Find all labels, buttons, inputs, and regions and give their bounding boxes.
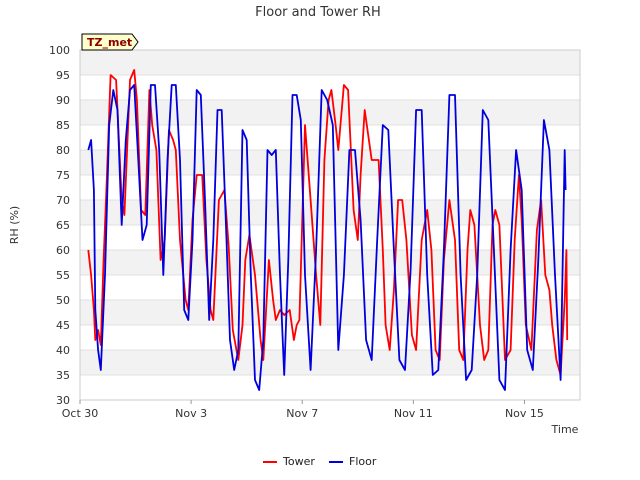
y-tick-label: 30: [56, 394, 70, 407]
y-tick-label: 70: [56, 194, 70, 207]
plot-band: [80, 50, 580, 75]
chart-title: Floor and Tower RH: [255, 5, 381, 20]
x-tick-label: Nov 3: [175, 407, 207, 420]
y-tick-label: 100: [49, 44, 70, 57]
x-tick-label: Oct 30: [62, 407, 99, 420]
x-axis-label: Time: [551, 423, 579, 436]
y-tick-label: 35: [56, 369, 70, 382]
plot-band: [80, 200, 580, 225]
x-tick-label: Nov 7: [286, 407, 318, 420]
x-tick-label: Nov 15: [505, 407, 544, 420]
y-axis-label: RH (%): [8, 206, 21, 244]
y-axis-ticks: 30 35 40 45 50 55 60 65 70 75 80 85 90 95 100: [49, 44, 70, 407]
x-tick-label: Nov 11: [394, 407, 433, 420]
legend: Tower Floor: [263, 455, 377, 468]
plot-band: [80, 350, 580, 375]
x-axis-ticks: Oct 30 Nov 3 Nov 7 Nov 11 Nov 15: [62, 400, 544, 420]
y-tick-label: 95: [56, 69, 70, 82]
y-tick-label: 45: [56, 319, 70, 332]
y-tick-label: 90: [56, 94, 70, 107]
tz-badge-box: [81, 33, 139, 51]
y-tick-label: 65: [56, 219, 70, 232]
series-lines: [87, 69, 569, 391]
series-line-floor: [87, 84, 567, 391]
plot-band: [80, 150, 580, 175]
legend-label-floor: Floor: [349, 455, 377, 468]
plot-band: [80, 300, 580, 325]
tz-badge-label: TZ_met: [87, 36, 132, 49]
y-tick-label: 40: [56, 344, 70, 357]
y-tick-label: 55: [56, 269, 70, 282]
y-tick-label: 80: [56, 144, 70, 157]
plot-frame: [79, 49, 581, 401]
y-tick-label: 85: [56, 119, 70, 132]
y-tick-label: 60: [56, 244, 70, 257]
tz-badge: TZ_met: [81, 33, 139, 51]
y-tick-label: 75: [56, 169, 70, 182]
plot-band: [80, 250, 580, 275]
series-line-tower: [87, 69, 569, 376]
legend-label-tower: Tower: [282, 455, 315, 468]
y-tick-label: 50: [56, 294, 70, 307]
